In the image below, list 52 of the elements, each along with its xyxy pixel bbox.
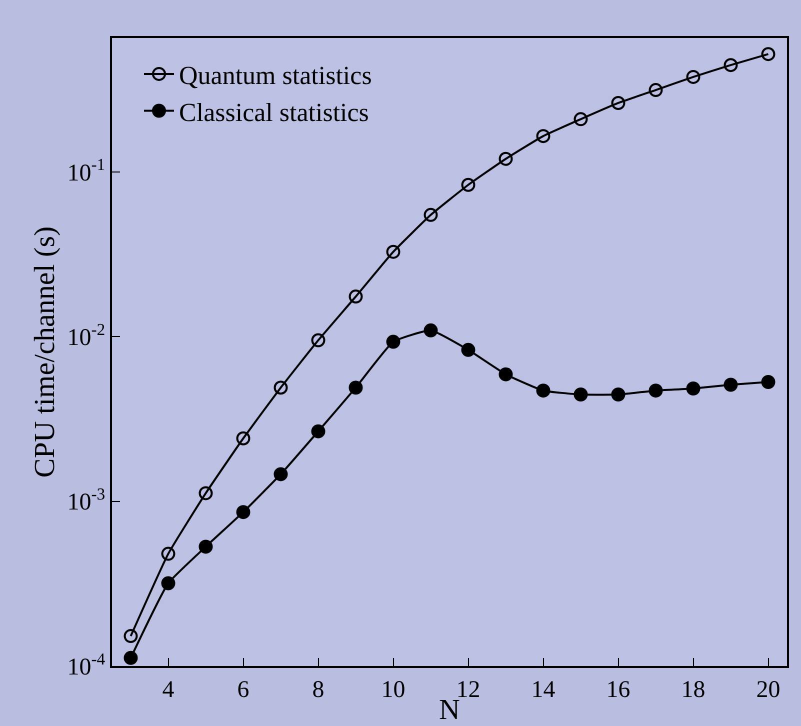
point	[686, 382, 700, 396]
y-tick-label: 10$^{-3}$	[67, 484, 106, 516]
point	[311, 333, 326, 348]
y-tick-label: 10$^{-2}$	[67, 320, 106, 351]
point	[236, 431, 250, 446]
point	[611, 388, 626, 402]
y-axis-title: CPU time/channel (s)	[29, 226, 62, 478]
point	[648, 384, 663, 398]
point	[686, 70, 700, 84]
point	[574, 112, 588, 126]
point	[424, 208, 438, 222]
x-tick-label: 10	[381, 676, 406, 703]
x-axis-title: N	[439, 694, 460, 726]
y-tick-label: 10$^{-1}$	[67, 155, 106, 186]
point	[274, 467, 288, 482]
x-tick-label: 18	[681, 676, 706, 703]
point	[124, 650, 138, 665]
point	[724, 58, 738, 72]
point	[386, 244, 400, 259]
point	[274, 380, 288, 395]
point	[498, 367, 513, 382]
point	[461, 178, 476, 192]
point	[536, 129, 550, 144]
x-tick-label: 8	[312, 676, 324, 703]
point	[461, 342, 476, 357]
legend-label: Classical statistics	[179, 98, 369, 127]
x-tick-label: 4	[162, 676, 174, 703]
point	[424, 323, 438, 338]
point	[761, 47, 776, 62]
x-tick-label: 16	[606, 676, 630, 703]
point	[498, 152, 513, 166]
point	[724, 378, 738, 392]
x-tick-label: 14	[531, 676, 556, 703]
x-tick-label: 20	[756, 676, 780, 703]
x-tick-label: 6	[237, 676, 250, 703]
legend-label: Quantum statistics	[179, 61, 372, 90]
point	[574, 388, 588, 402]
point	[198, 540, 213, 554]
point	[386, 334, 400, 349]
point	[648, 83, 663, 98]
point	[536, 384, 550, 398]
point	[611, 96, 626, 110]
point	[198, 486, 213, 500]
point	[236, 505, 250, 520]
point	[124, 629, 138, 644]
point	[761, 375, 776, 390]
point	[348, 380, 363, 395]
point	[348, 290, 363, 304]
point	[311, 424, 326, 438]
point	[161, 546, 176, 561]
point	[161, 576, 176, 590]
y-tick-label: 10$^{-4}$	[67, 649, 106, 680]
